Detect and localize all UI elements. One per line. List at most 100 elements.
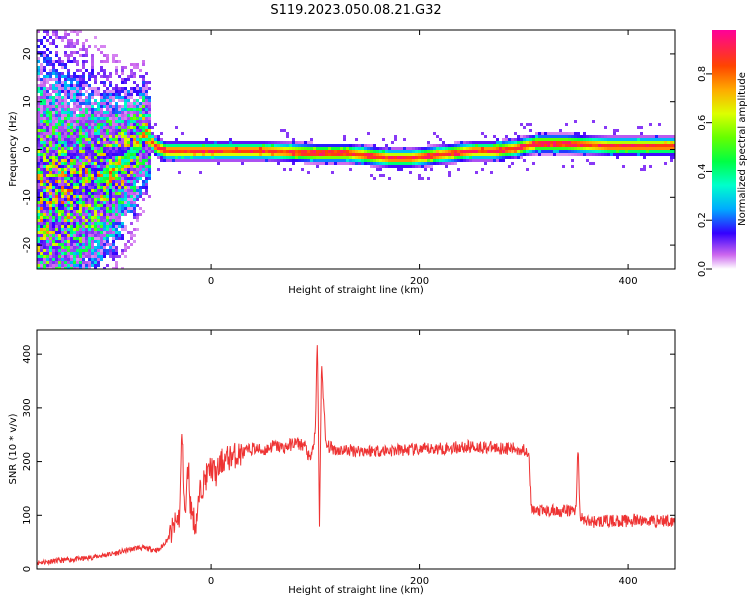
spectrogram-cell (52, 108, 55, 111)
spectrogram-cell (559, 147, 562, 150)
spectrogram-cell (40, 63, 43, 66)
spectrogram-cell (286, 135, 289, 138)
spectrogram-cell (490, 156, 493, 159)
spectrogram-cell (100, 108, 103, 111)
spectrogram-cell (55, 90, 58, 93)
spectrogram-cell (88, 153, 91, 156)
spectrogram-cell (133, 168, 136, 171)
spectrogram-cell (310, 153, 313, 156)
spectrogram-cell (127, 231, 130, 234)
spectrogram-cell (556, 153, 559, 156)
spectrogram-cell (520, 135, 523, 138)
spectrogram-cell (592, 120, 595, 123)
spectrogram-cell (148, 126, 151, 129)
spectrogram-cell (544, 138, 547, 141)
spectrogram-cell (49, 129, 52, 132)
spectrogram-cell (523, 150, 526, 153)
spectrogram-cell (64, 132, 67, 135)
spectrogram-cell (94, 255, 97, 258)
spectrogram-cell (43, 252, 46, 255)
spectrogram-cell (406, 150, 409, 153)
spectrogram-cell (37, 171, 40, 174)
spectrogram-cell (73, 117, 76, 120)
spectrogram-cell (64, 243, 67, 246)
spectrogram-cell (529, 129, 532, 132)
spectrogram-cell (97, 159, 100, 162)
spectrogram-cell (61, 84, 64, 87)
spectrogram-cell (73, 108, 76, 111)
spectrogram-cell (670, 150, 673, 153)
spectrogram-cell (100, 204, 103, 207)
spectrogram-cell (487, 156, 490, 159)
spectrogram-cell (58, 168, 61, 171)
spectrogram-cell (460, 147, 463, 150)
spectrogram-cell (91, 162, 94, 165)
spectrogram-cell (82, 45, 85, 48)
spectrogram-cell (175, 141, 178, 144)
spectrogram-cell (103, 216, 106, 219)
spectrogram-cell (664, 162, 667, 165)
spectrogram-cell (562, 150, 565, 153)
spectrogram-cell (52, 141, 55, 144)
spectrogram-cell (88, 183, 91, 186)
spectrogram-cell (493, 150, 496, 153)
spectrogram-cell (82, 165, 85, 168)
spectrogram-ytick-label: 20 (22, 48, 33, 61)
spectrogram-cell (139, 111, 142, 114)
spectrogram-cell (124, 126, 127, 129)
spectrogram-cell (130, 177, 133, 180)
colorbar-tick-label: 0.4 (697, 163, 708, 179)
spectrogram-cell (49, 213, 52, 216)
spectrogram-cell (550, 144, 553, 147)
snr-ytick-label: 0 (22, 566, 33, 572)
spectrogram-cell (97, 144, 100, 147)
spectrogram-cell (70, 78, 73, 81)
spectrogram-cell (241, 147, 244, 150)
spectrogram-cell (40, 99, 43, 102)
spectrogram-cell (43, 198, 46, 201)
spectrogram-cell (478, 159, 481, 162)
spectrogram-cell (136, 165, 139, 168)
spectrogram-cell (637, 153, 640, 156)
spectrogram-cell (43, 111, 46, 114)
spectrogram-cell (106, 141, 109, 144)
spectrogram-cell (91, 147, 94, 150)
spectrogram-cell (439, 156, 442, 159)
spectrogram-cell (145, 138, 148, 141)
spectrogram-cell (562, 165, 565, 168)
spectrogram-cell (109, 102, 112, 105)
spectrogram-cell (454, 159, 457, 162)
spectrogram-cell (634, 141, 637, 144)
spectrogram-cell (178, 150, 181, 153)
spectrogram-cell (223, 141, 226, 144)
spectrogram-cell (91, 105, 94, 108)
spectrogram-cell (73, 120, 76, 123)
spectrogram-cell (145, 144, 148, 147)
spectrogram-cell (106, 54, 109, 57)
spectrogram-cell (55, 54, 58, 57)
spectrogram-cell (496, 159, 499, 162)
spectrogram-cell (286, 132, 289, 135)
spectrogram-cell (118, 162, 121, 165)
spectrogram-cell (490, 147, 493, 150)
spectrogram-cell (70, 144, 73, 147)
spectrogram-cell (166, 147, 169, 150)
spectrogram-cell (79, 261, 82, 264)
spectrogram-cell (364, 162, 367, 165)
spectrogram-cell (259, 153, 262, 156)
spectrogram-cell (460, 150, 463, 153)
spectrogram-cell (112, 171, 115, 174)
spectrogram-cell (607, 135, 610, 138)
spectrogram-cell (67, 201, 70, 204)
spectrogram-cell (46, 33, 49, 36)
spectrogram-cell (70, 171, 73, 174)
spectrogram-cell (58, 219, 61, 222)
spectrogram-cell (148, 144, 151, 147)
spectrogram-cell (133, 234, 136, 237)
spectrogram-cell (37, 60, 40, 63)
spectrogram-cell (40, 186, 43, 189)
spectrogram-cell (112, 243, 115, 246)
spectrogram-cell (127, 240, 130, 243)
spectrogram-cell (133, 150, 136, 153)
spectrogram-cell (580, 150, 583, 153)
